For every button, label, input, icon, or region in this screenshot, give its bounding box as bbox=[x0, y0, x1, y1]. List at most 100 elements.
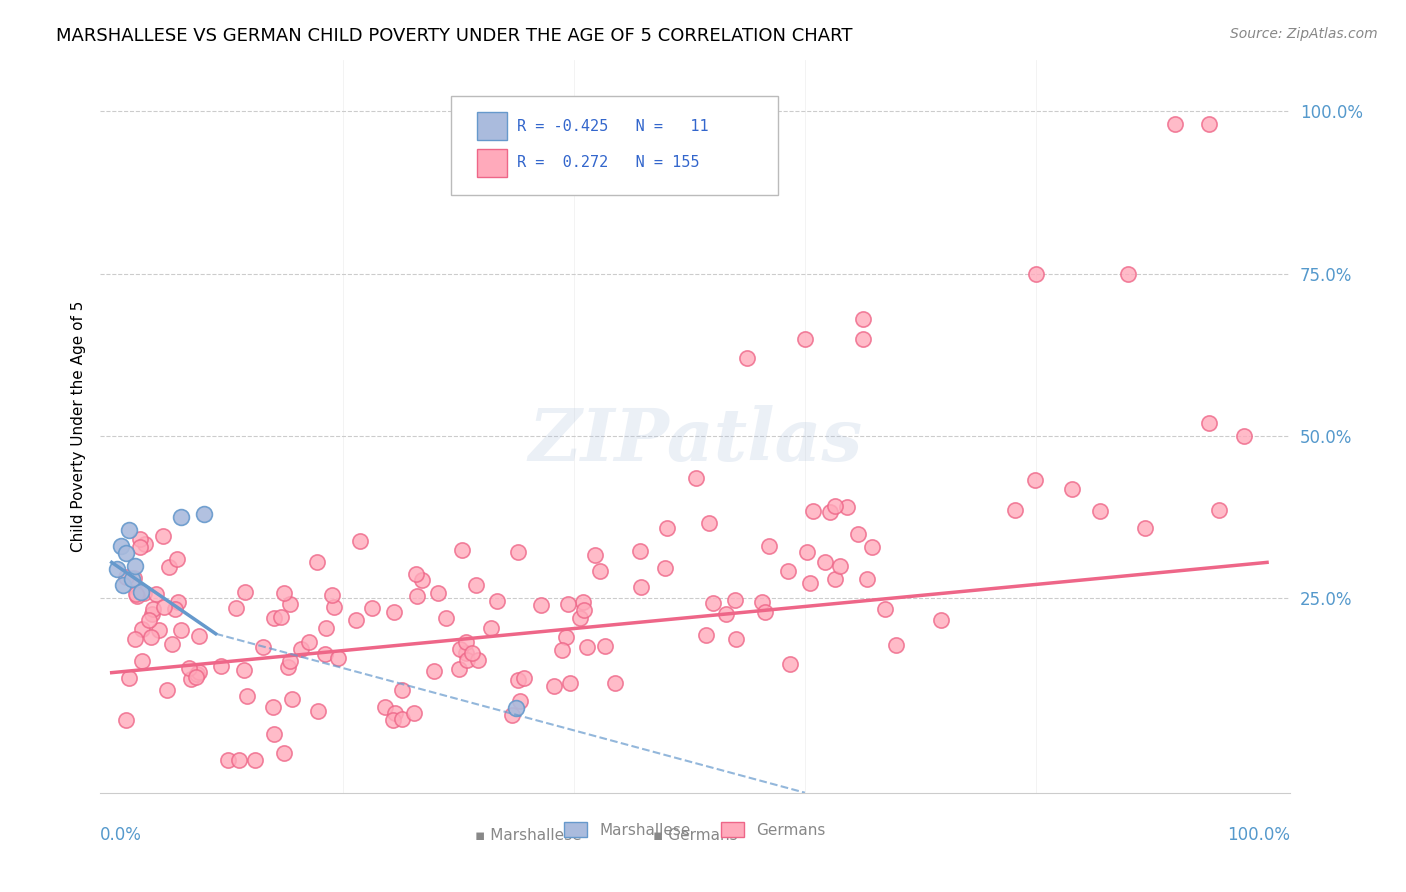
Legend: Marshallese, Germans: Marshallese, Germans bbox=[558, 815, 832, 844]
Point bbox=[186, 670, 208, 684]
Y-axis label: Child Poverty Under the Age of 5: Child Poverty Under the Age of 5 bbox=[72, 301, 86, 552]
Point bbox=[148, 623, 170, 637]
Point bbox=[583, 548, 606, 562]
Point bbox=[818, 505, 841, 519]
Point bbox=[188, 629, 211, 643]
Point bbox=[1025, 267, 1047, 281]
Point bbox=[402, 706, 425, 721]
Point bbox=[180, 672, 202, 686]
Point bbox=[170, 510, 193, 524]
Point bbox=[270, 610, 292, 624]
Point bbox=[530, 598, 553, 612]
Point bbox=[555, 630, 578, 644]
Point bbox=[167, 595, 190, 609]
Point bbox=[349, 533, 371, 548]
Point bbox=[758, 540, 780, 554]
Point bbox=[384, 706, 406, 720]
Point bbox=[837, 500, 859, 514]
Point bbox=[423, 664, 446, 678]
Point bbox=[281, 692, 304, 706]
Point bbox=[702, 596, 724, 610]
Point bbox=[506, 673, 529, 687]
Point bbox=[714, 607, 737, 621]
Point bbox=[112, 578, 135, 592]
Point bbox=[405, 567, 427, 582]
Point bbox=[305, 555, 328, 569]
Text: R = -0.425   N =   11: R = -0.425 N = 11 bbox=[516, 119, 709, 134]
Point bbox=[551, 643, 574, 657]
Point bbox=[252, 640, 274, 654]
Point bbox=[572, 595, 595, 609]
Point bbox=[450, 543, 472, 558]
Point bbox=[754, 605, 776, 619]
Point bbox=[799, 576, 821, 591]
Point bbox=[1004, 503, 1026, 517]
Point bbox=[465, 578, 488, 592]
Point bbox=[236, 689, 259, 703]
Point bbox=[138, 613, 160, 627]
Point bbox=[262, 700, 284, 714]
Point bbox=[115, 570, 138, 584]
Point bbox=[427, 585, 450, 599]
Point bbox=[132, 586, 155, 600]
Point bbox=[217, 753, 239, 767]
Point bbox=[1133, 521, 1156, 535]
Point bbox=[186, 666, 208, 681]
Bar bbox=[478, 149, 508, 177]
Point bbox=[1024, 473, 1046, 487]
Point bbox=[277, 659, 299, 673]
Point bbox=[391, 682, 413, 697]
Point bbox=[290, 641, 312, 656]
Point bbox=[321, 588, 343, 602]
Point bbox=[1060, 482, 1083, 496]
Point bbox=[315, 621, 337, 635]
Point bbox=[118, 671, 141, 685]
Point bbox=[560, 675, 582, 690]
Point bbox=[361, 601, 384, 615]
Point bbox=[187, 665, 209, 679]
Point bbox=[589, 564, 612, 578]
Point bbox=[131, 622, 153, 636]
Point bbox=[163, 602, 186, 616]
Point bbox=[127, 590, 149, 604]
Point bbox=[273, 746, 295, 760]
Point bbox=[886, 639, 908, 653]
Point bbox=[152, 600, 174, 615]
Point bbox=[382, 713, 405, 727]
Point bbox=[862, 540, 884, 554]
Point bbox=[157, 559, 180, 574]
Point bbox=[852, 332, 875, 346]
Text: 0.0%: 0.0% bbox=[100, 826, 142, 845]
Point bbox=[121, 572, 143, 586]
Point bbox=[852, 312, 875, 326]
Point bbox=[411, 573, 433, 587]
Point bbox=[697, 516, 720, 530]
Bar bbox=[478, 112, 508, 140]
Point bbox=[630, 580, 652, 594]
Point bbox=[209, 658, 232, 673]
Point bbox=[1198, 118, 1220, 132]
Point bbox=[846, 527, 869, 541]
Point bbox=[751, 595, 773, 609]
Point bbox=[461, 646, 484, 660]
Point bbox=[233, 663, 256, 677]
Point bbox=[179, 660, 201, 674]
Point bbox=[118, 523, 141, 537]
Point bbox=[115, 713, 138, 727]
Point bbox=[129, 584, 152, 599]
Point bbox=[1118, 267, 1140, 281]
Point bbox=[449, 641, 471, 656]
Point bbox=[134, 536, 156, 550]
Point bbox=[513, 671, 536, 685]
Point bbox=[1088, 504, 1111, 518]
Point bbox=[273, 586, 295, 600]
Point bbox=[125, 587, 148, 601]
Point bbox=[454, 635, 477, 649]
Point bbox=[814, 555, 837, 569]
Point bbox=[657, 521, 679, 535]
Point bbox=[735, 351, 758, 365]
Point bbox=[793, 332, 815, 346]
Point bbox=[501, 708, 523, 723]
FancyBboxPatch shape bbox=[451, 96, 779, 195]
Point bbox=[779, 657, 801, 671]
